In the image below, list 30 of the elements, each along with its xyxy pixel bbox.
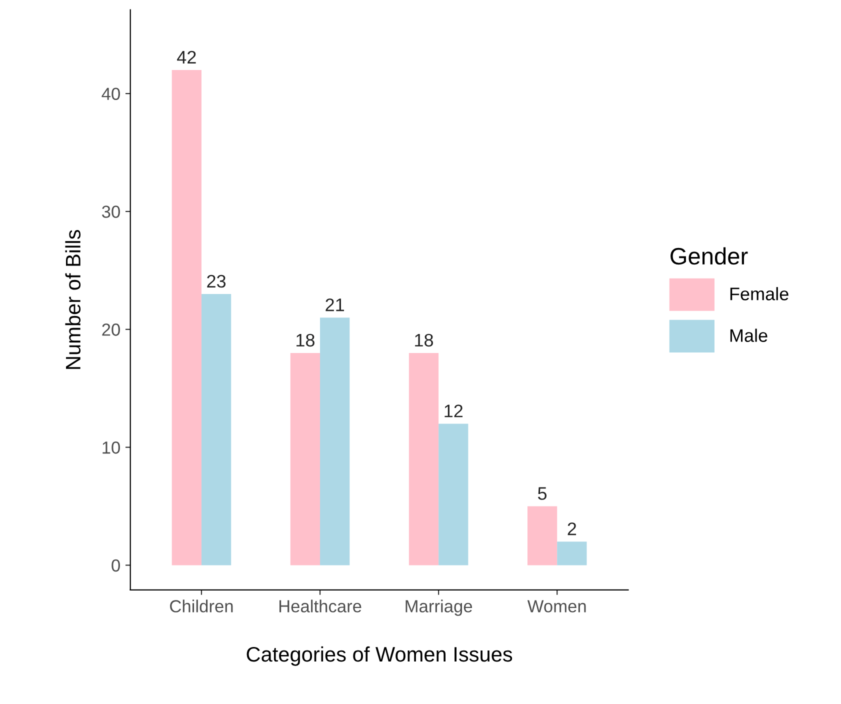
x-tick-label: Marriage [406,600,472,616]
x-tick-label: Healthcare [279,600,362,612]
data-label: 5 [538,487,547,500]
data-label: 12 [444,404,463,418]
legend-label: Female [730,287,788,300]
x-axis-title: Categories of Women Issues [246,646,512,666]
legend-label: Male [730,328,768,342]
bar [527,506,558,566]
bar [201,294,232,566]
bar [172,70,202,566]
y-tick-label: 20 [102,324,120,336]
legend-title: Gender [670,247,748,265]
x-tick-label: Women [527,600,586,612]
data-label: 18 [296,334,314,347]
data-label: 23 [207,274,226,288]
bar [320,318,350,566]
y-tick-label: 40 [102,88,120,100]
y-tick-label: 30 [102,206,120,218]
bar [557,542,587,566]
y-axis-title: Number of Bills [65,230,81,369]
bar [290,352,320,566]
data-label: 2 [568,522,576,536]
bar [438,424,468,566]
y-tick-label: 10 [102,441,120,454]
data-label: 42 [177,50,196,64]
data-label: 18 [415,334,433,347]
bar [408,352,439,566]
data-label: 21 [326,298,344,312]
x-tick-label: Children [170,600,233,612]
y-tick-label: 0 [112,559,120,572]
